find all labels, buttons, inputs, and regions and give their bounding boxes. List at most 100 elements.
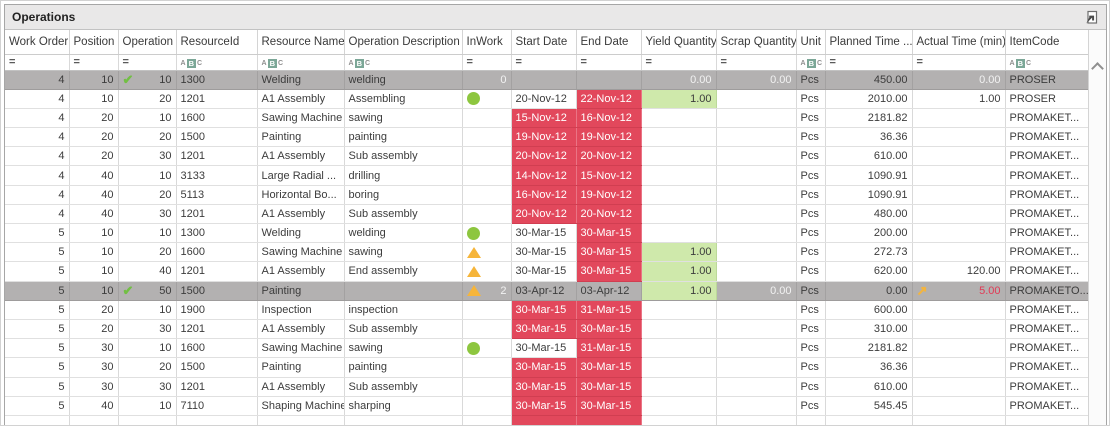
cell-start-date[interactable]: 30-Mar-15: [511, 223, 577, 244]
cell-inwork[interactable]: [462, 146, 512, 167]
cell-end-date[interactable]: 22-Nov-12: [576, 89, 642, 109]
cell-rid[interactable]: 1201: [176, 89, 258, 109]
cell-pos[interactable]: 30: [69, 357, 119, 378]
cell-desc[interactable]: Sub assembly: [344, 146, 463, 167]
cell-wo[interactable]: 4: [5, 108, 70, 129]
cell-inwork[interactable]: [462, 338, 512, 359]
cell-end-date[interactable]: 20-Nov-12: [576, 204, 642, 225]
cell-operation[interactable]: 20: [118, 127, 177, 148]
cell-rname[interactable]: Horizontal Bo...: [257, 185, 345, 205]
cell-scrap-qty[interactable]: [716, 185, 797, 205]
cell-end-date[interactable]: 30-Mar-15: [576, 242, 642, 263]
cell-start-date[interactable]: 30-Mar-15: [511, 338, 577, 359]
cell-unit[interactable]: Pcs: [796, 223, 826, 244]
cell-item[interactable]: PROMAKET...: [1005, 108, 1090, 129]
cell-scrap-qty[interactable]: [716, 415, 797, 425]
cell-start-date[interactable]: 30-Mar-15: [511, 242, 577, 263]
cell-start-date[interactable]: 30-Mar-15: [511, 300, 577, 320]
cell-rname[interactable]: Inspection: [257, 300, 345, 320]
cell-rid[interactable]: 1500: [176, 281, 258, 301]
cell-item[interactable]: PROMAKET...: [1005, 319, 1090, 340]
cell-yield-qty[interactable]: 0.00: [641, 70, 717, 90]
cell-rname[interactable]: Painting: [257, 281, 345, 301]
cell-desc[interactable]: inspection: [344, 300, 463, 320]
cell-inwork[interactable]: 0: [462, 70, 512, 90]
cell-pos[interactable]: 10: [69, 281, 119, 301]
cell-pt[interactable]: 610.00: [825, 377, 913, 397]
cell-rname[interactable]: Welding: [257, 223, 345, 244]
cell-rid[interactable]: 1600: [176, 108, 258, 129]
filter-yq[interactable]: =: [641, 54, 717, 71]
cell-wo[interactable]: 5: [5, 281, 70, 301]
cell-item[interactable]: PROSER: [1005, 89, 1090, 109]
cell-actual-time[interactable]: [912, 127, 1006, 148]
cell-inwork[interactable]: [462, 396, 512, 416]
cell-start-date[interactable]: 16-Nov-12: [511, 185, 577, 205]
cell-rname[interactable]: Painting: [257, 127, 345, 148]
cell-pt[interactable]: 0.00: [825, 281, 913, 301]
cell-start-date[interactable]: 30-Mar-15: [511, 357, 577, 378]
cell-wo[interactable]: 5: [5, 338, 70, 359]
cell-wo[interactable]: 5: [5, 319, 70, 340]
column-header-at[interactable]: Actual Time (min): [912, 30, 1006, 55]
cell-rid[interactable]: 7110: [176, 396, 258, 416]
cell-pt[interactable]: 620.00: [825, 261, 913, 282]
cell-item[interactable]: PROMAKET...: [1005, 261, 1090, 282]
cell-start-date[interactable]: 30-Mar-15: [511, 261, 577, 282]
cell-scrap-qty[interactable]: [716, 223, 797, 244]
cell-end-date[interactable]: 16-Nov-12: [576, 108, 642, 129]
cell-pos[interactable]: 20: [69, 146, 119, 167]
cell-unit[interactable]: Pcs: [796, 146, 826, 167]
cell-inwork[interactable]: [462, 108, 512, 129]
cell-unit[interactable]: Pcs: [796, 281, 826, 301]
cell-scrap-qty[interactable]: [716, 338, 797, 359]
cell-yield-qty[interactable]: [641, 185, 717, 205]
cell-yield-qty[interactable]: [641, 223, 717, 244]
cell-pos[interactable]: 20: [69, 127, 119, 148]
cell-operation[interactable]: 20: [118, 89, 177, 109]
cell-wo[interactable]: 4: [5, 146, 70, 167]
table-row[interactable]: 4 40 10 3133 Large Radial ... drilling 14-Nov-…: [5, 165, 1090, 186]
column-header-pt[interactable]: Planned Time ...: [825, 30, 913, 55]
column-header-rid[interactable]: ResourceId: [176, 30, 258, 55]
cell-desc[interactable]: End assembly: [344, 261, 463, 282]
table-row[interactable]: 4 40 20 5113 Horizontal Bo... boring 16-Nov-12…: [5, 185, 1090, 205]
cell-inwork[interactable]: [462, 319, 512, 340]
cell-rid[interactable]: 1201: [176, 146, 258, 167]
cell-end-date[interactable]: 19-Nov-12: [576, 127, 642, 148]
cell-start-date[interactable]: 19-Nov-12: [511, 127, 577, 148]
column-header-rname[interactable]: Resource Name: [257, 30, 345, 55]
cell-pos[interactable]: 10: [69, 89, 119, 109]
cell-pos[interactable]: 20: [69, 319, 119, 340]
table-row[interactable]: 4 20 20 1500 Painting painting 19-Nov-12 19-Nov…: [5, 127, 1090, 148]
cell-desc[interactable]: boring: [344, 185, 463, 205]
cell-operation[interactable]: 10: [118, 223, 177, 244]
cell-inwork[interactable]: [462, 204, 512, 225]
cell-pos[interactable]: 10: [69, 70, 119, 90]
cell-unit[interactable]: Pcs: [796, 319, 826, 340]
cell-pos[interactable]: 20: [69, 300, 119, 320]
cell-scrap-qty[interactable]: 0.00: [716, 281, 797, 301]
cell-pos[interactable]: 40: [69, 185, 119, 205]
cell-rid[interactable]: 3133: [176, 165, 258, 186]
table-row[interactable]: 4 40 30 1201 A1 Assembly Sub assembly 20-Nov-1…: [5, 204, 1090, 225]
cell-end-date[interactable]: [576, 415, 642, 425]
cell-rname[interactable]: Welding: [257, 70, 345, 90]
cell-item[interactable]: PROMAKET...: [1005, 204, 1090, 225]
cell-yield-qty[interactable]: [641, 204, 717, 225]
cell-desc[interactable]: sawing: [344, 108, 463, 129]
cell-end-date[interactable]: 30-Mar-15: [576, 357, 642, 378]
column-header-yq[interactable]: Yield Quantity: [641, 30, 717, 55]
cell-operation[interactable]: 10: [118, 300, 177, 320]
cell-rname[interactable]: A1 Assembly: [257, 204, 345, 225]
cell-yield-qty[interactable]: 1.00: [641, 281, 717, 301]
cell-yield-qty[interactable]: [641, 396, 717, 416]
cell-scrap-qty[interactable]: 0.00: [716, 70, 797, 90]
cell-inwork[interactable]: [462, 261, 512, 282]
column-header-desc[interactable]: Operation Description: [344, 30, 463, 55]
cell-end-date[interactable]: 31-Mar-15: [576, 300, 642, 320]
cell-actual-time[interactable]: [912, 165, 1006, 186]
cell-unit[interactable]: [796, 415, 826, 425]
table-row[interactable]: 5 20 30 1201 A1 Assembly Sub assembly 30-Mar-1…: [5, 319, 1090, 340]
